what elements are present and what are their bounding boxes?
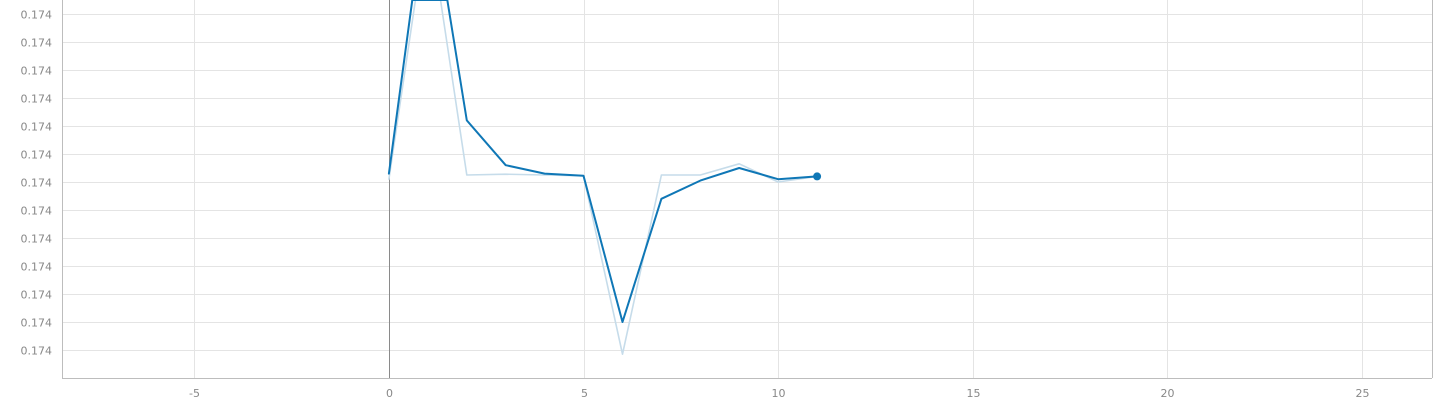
grid [62,0,1432,378]
x-tick-label: 0 [386,387,393,400]
y-tick-label: 0.174 [21,345,53,358]
y-tick-label: 0.174 [21,9,53,22]
x-tick-label: 20 [1161,387,1175,400]
y-tick-label: 0.174 [21,177,53,190]
x-tick-label: 10 [772,387,786,400]
axes [62,0,1433,379]
y-tick-label: 0.174 [21,289,53,302]
y-tick-label: 0.174 [21,233,53,246]
y-tick-label: 0.174 [21,205,53,218]
y-tick-label: 0.174 [21,121,53,134]
smoothed-series-line [387,0,819,323]
tick-labels: 0.174 0.174 0.174 0.174 0.174 0.174 0.174 0.174… [21,9,1370,400]
x-tick-label: 15 [967,387,981,400]
y-tick-label: 0.174 [21,317,53,330]
y-tick-label: 0.174 [21,93,53,106]
y-tick-label: 0.174 [21,37,53,50]
y-tick-label: 0.174 [21,261,53,274]
series-end-point [813,172,822,181]
x-tick-label: 25 [1356,387,1370,400]
series [387,0,822,356]
y-tick-label: 0.174 [21,149,53,162]
y-tick-label: 0.174 [21,65,53,78]
x-tick-label: 5 [581,387,588,400]
raw-series-line [388,0,818,356]
x-tick-label: -5 [189,387,200,400]
